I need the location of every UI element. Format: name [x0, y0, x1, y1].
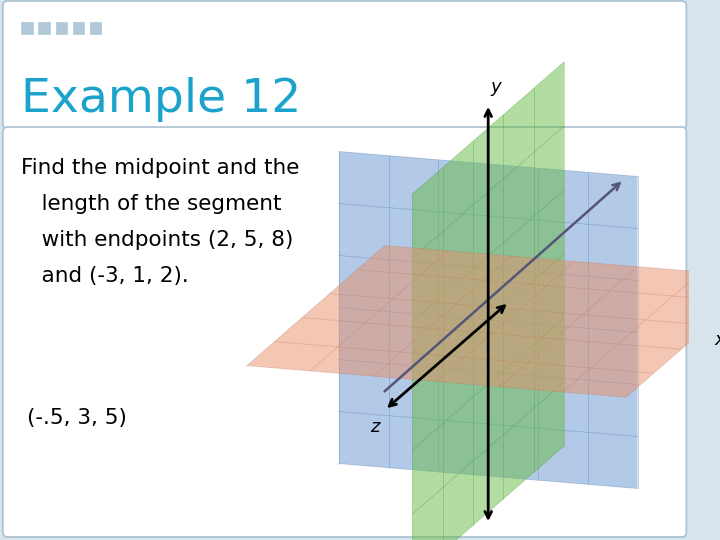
Bar: [21, 22, 32, 34]
Bar: [73, 22, 84, 34]
Text: Find the midpoint and the: Find the midpoint and the: [21, 158, 300, 178]
Text: (-.5, 3, 5): (-.5, 3, 5): [27, 408, 127, 428]
Text: y: y: [490, 78, 500, 96]
Bar: [90, 22, 102, 34]
Text: with endpoints (2, 5, 8): with endpoints (2, 5, 8): [21, 230, 294, 250]
Polygon shape: [247, 246, 720, 397]
Text: and (-3, 1, 2).: and (-3, 1, 2).: [21, 266, 189, 286]
Text: z: z: [369, 418, 379, 436]
Text: length of the segment: length of the segment: [21, 194, 282, 214]
Bar: [55, 22, 67, 34]
FancyBboxPatch shape: [3, 127, 686, 537]
Text: x: x: [714, 331, 720, 349]
Polygon shape: [413, 62, 564, 540]
Bar: [38, 22, 50, 34]
Polygon shape: [339, 152, 637, 489]
Text: Example 12: Example 12: [21, 78, 302, 123]
FancyBboxPatch shape: [3, 1, 686, 129]
